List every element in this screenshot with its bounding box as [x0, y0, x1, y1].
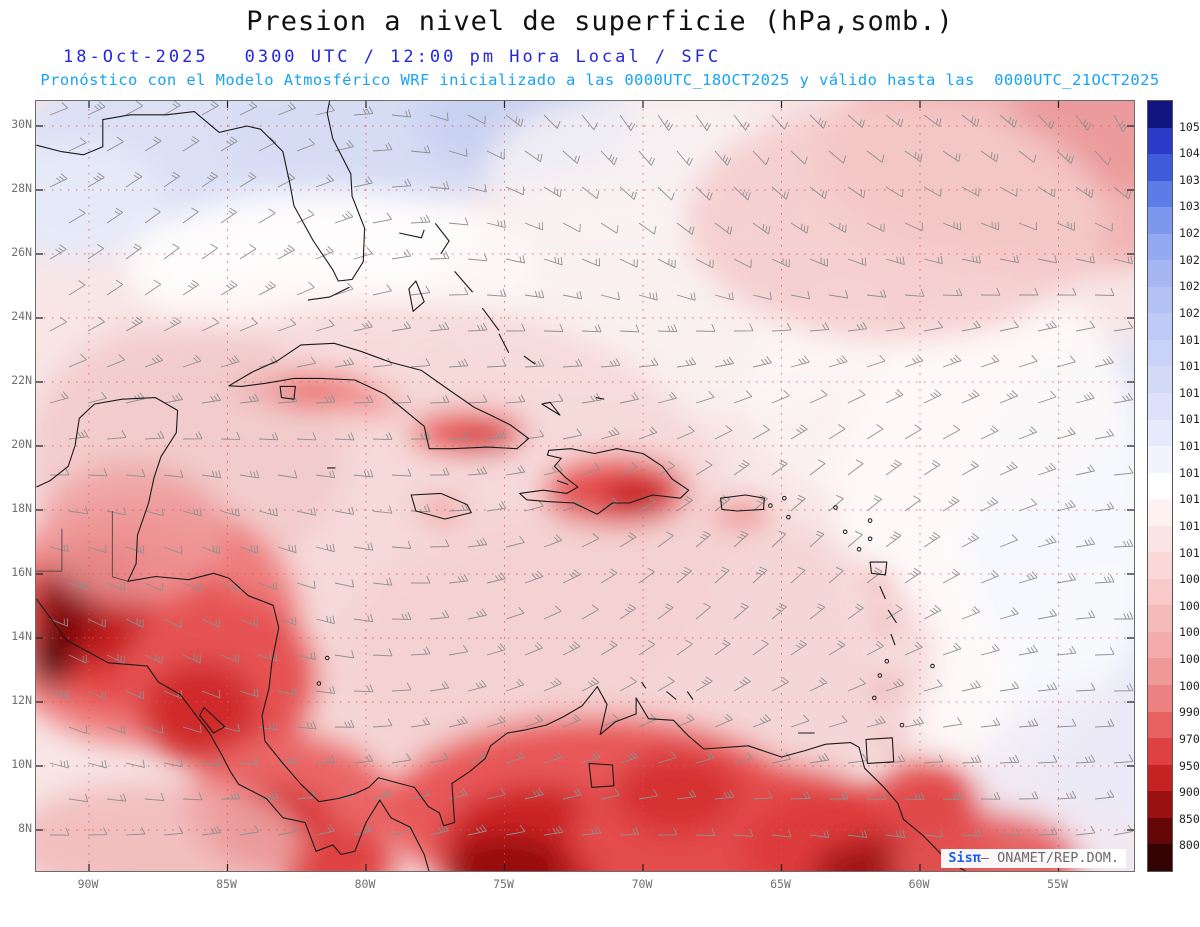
colorbar-tick-label: 950 [1179, 758, 1200, 773]
forecast-date: 18-Oct-2025 [63, 47, 209, 67]
colorbar-cell [1148, 578, 1172, 606]
colorbar-tick-label: 1002 [1179, 652, 1200, 667]
colorbar-tick-label: 990 [1179, 705, 1200, 720]
forecast-description: Pronóstico con el Modelo Atmosférico WRF… [40, 71, 1160, 89]
credit-source: — ONAMET/REP.DOM. [980, 850, 1119, 866]
lat-label: 18N [11, 501, 32, 515]
pressure-map [36, 101, 1134, 871]
lat-label: 30N [11, 117, 32, 131]
colorbar-tick-label: 1017 [1179, 385, 1200, 400]
colorbar-tick-label: 1040 [1179, 146, 1200, 161]
colorbar-tick-label: 1004 [1179, 625, 1200, 640]
colorbar-cell [1148, 711, 1172, 739]
lat-label: 14N [11, 629, 32, 643]
lat-label: 12N [11, 693, 32, 707]
colorbar-cell [1148, 738, 1172, 765]
colorbar-tick-label: 1028 [1179, 226, 1200, 241]
credit-badge: Sisπ— ONAMET/REP.DOM. [941, 849, 1126, 868]
colorbar-tick-label: 1014 [1179, 465, 1200, 480]
colorbar-tick-label: 900 [1179, 785, 1200, 800]
colorbar-tick-label: 800 [1179, 838, 1200, 853]
colorbar-tick-label: 1020 [1179, 305, 1200, 320]
colorbar-tick-label: 1012 [1179, 518, 1200, 533]
colorbar-cell [1148, 393, 1172, 420]
lon-label: 75W [493, 877, 514, 891]
colorbar-cell [1148, 180, 1172, 208]
colorbar-cell [1148, 419, 1172, 447]
lon-label: 55W [1047, 877, 1068, 891]
colorbar-cell [1148, 366, 1172, 394]
lat-label: 16N [11, 565, 32, 579]
colorbar-cell [1148, 472, 1172, 500]
colorbar-cell [1148, 154, 1172, 181]
colorbar-tick-label: 970 [1179, 731, 1200, 746]
colorbar-cell [1148, 233, 1172, 261]
colorbar-cell [1148, 499, 1172, 526]
colorbar-tick-label: 1016 [1179, 412, 1200, 427]
map-frame: Sisπ— ONAMET/REP.DOM. [35, 100, 1135, 872]
colorbar-cell [1148, 525, 1172, 553]
colorbar-cell [1148, 764, 1172, 792]
colorbar-tick-label: 1006 [1179, 598, 1200, 613]
colorbar-cell [1148, 844, 1172, 871]
colorbar-tick-label: 850 [1179, 811, 1200, 826]
colorbar-cell [1148, 286, 1172, 314]
colorbar-cell [1148, 685, 1172, 712]
colorbar-cell [1148, 339, 1172, 367]
colorbar-cell [1148, 127, 1172, 155]
lon-label: 90W [77, 877, 99, 891]
lat-label: 24N [11, 309, 32, 323]
lon-label: 85W [216, 877, 237, 891]
lat-label: 8N [18, 821, 32, 835]
credit-brand: Sisπ [948, 850, 981, 866]
forecast-time: 0300 UTC / 12:00 pm Hora Local / SFC [244, 47, 722, 67]
colorbar-tick-label: 1030 [1179, 199, 1200, 214]
colorbar-cell [1148, 791, 1172, 818]
colorbar-cell [1148, 260, 1172, 287]
datetime-line: 18-Oct-2025 0300 UTC / 12:00 pm Hora Loca… [63, 47, 721, 67]
colorbar-tick-label: 1010 [1179, 545, 1200, 560]
colorbar-cell [1148, 631, 1172, 659]
colorbar-tick-label: 1013 [1179, 492, 1200, 507]
colorbar-tick-label: 1022 [1179, 279, 1200, 294]
lon-label: 70W [631, 877, 653, 891]
colorbar-cell [1148, 313, 1172, 340]
lat-label: 10N [11, 757, 32, 771]
colorbar-cell [1148, 605, 1172, 632]
lat-label: 20N [11, 437, 32, 451]
colorbar-cell [1148, 101, 1172, 128]
colorbar-cell [1148, 207, 1172, 234]
lat-label: 28N [11, 181, 32, 195]
colorbar-cell [1148, 658, 1172, 686]
colorbar-tick-label: 1050 [1179, 119, 1200, 134]
lon-label: 60W [908, 877, 930, 891]
colorbar-tick-label: 1018 [1179, 359, 1200, 374]
colorbar-tick-label: 1025 [1179, 252, 1200, 267]
lat-label: 26N [11, 245, 32, 259]
colorbar [1147, 100, 1173, 872]
colorbar-cell [1148, 446, 1172, 473]
colorbar-tick-label: 1000 [1179, 678, 1200, 693]
colorbar-cell [1148, 817, 1172, 845]
colorbar-cell [1148, 552, 1172, 579]
colorbar-tick-label: 1035 [1179, 172, 1200, 187]
colorbar-tick-label: 1008 [1179, 572, 1200, 587]
lat-label: 22N [11, 373, 32, 387]
colorbar-tick-label: 1019 [1179, 332, 1200, 347]
colorbar-tick-label: 1015 [1179, 439, 1200, 454]
lon-label: 80W [354, 877, 376, 891]
lon-label: 65W [770, 877, 791, 891]
page-title: Presion a nivel de superficie (hPa,somb.… [246, 6, 954, 37]
